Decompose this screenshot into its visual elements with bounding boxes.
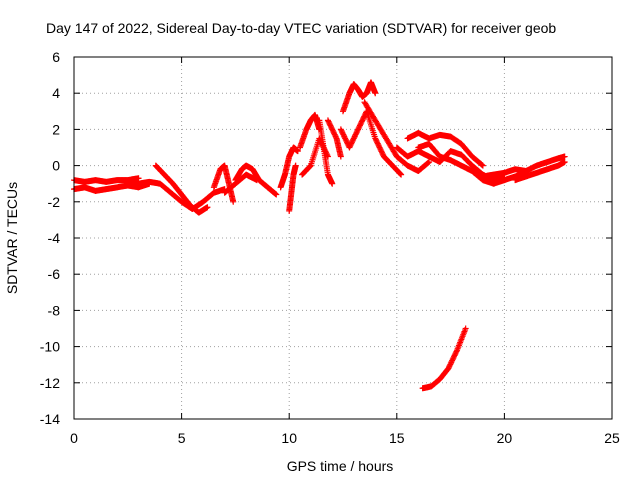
x-tick-label: 25 <box>604 430 620 446</box>
data-point <box>397 171 404 178</box>
data-point <box>292 162 299 169</box>
x-axis-label: GPS time / hours <box>287 458 394 474</box>
y-tick-label: -6 <box>48 266 61 282</box>
data-point <box>135 175 142 182</box>
data-point <box>425 159 432 166</box>
data-points <box>71 79 568 392</box>
data-point <box>479 162 486 169</box>
y-tick-label: 2 <box>52 121 60 137</box>
data-point <box>294 148 301 155</box>
data-point <box>479 161 486 168</box>
data-point <box>561 153 568 160</box>
y-tick-label: -12 <box>40 375 60 391</box>
y-tick-label: -14 <box>40 411 60 427</box>
x-tick-label: 10 <box>281 430 297 446</box>
data-point <box>204 204 211 211</box>
x-tick-label: 0 <box>70 430 78 446</box>
y-tick-label: -10 <box>40 339 60 355</box>
y-tick-label: -4 <box>48 230 61 246</box>
axis-ticks <box>73 56 613 420</box>
y-axis-label: SDTVAR / TECUs <box>4 182 20 294</box>
grid-lines <box>74 57 612 419</box>
data-point <box>253 177 260 184</box>
y-tick-label: 6 <box>52 49 60 65</box>
data-point <box>273 191 280 198</box>
x-tick-label: 15 <box>389 430 405 446</box>
data-point <box>398 171 405 178</box>
y-tick-label: 4 <box>52 85 60 101</box>
x-tick-label: 5 <box>178 430 186 446</box>
data-point <box>561 158 568 165</box>
data-point <box>453 348 460 355</box>
data-point <box>329 180 336 187</box>
plot-frame <box>73 56 613 420</box>
data-point <box>396 170 403 177</box>
data-point <box>306 163 313 170</box>
y-tick-label: 0 <box>52 158 60 174</box>
data-point <box>372 90 379 97</box>
x-tick-label: 20 <box>497 430 513 446</box>
y-tick-label: -2 <box>48 194 61 210</box>
data-point <box>462 325 469 332</box>
data-point <box>337 153 344 160</box>
y-tick-label: -8 <box>48 302 61 318</box>
data-point <box>230 198 237 205</box>
chart-title: Day 147 of 2022, Sidereal Day-to-day VTE… <box>46 20 556 36</box>
data-point <box>426 158 433 165</box>
